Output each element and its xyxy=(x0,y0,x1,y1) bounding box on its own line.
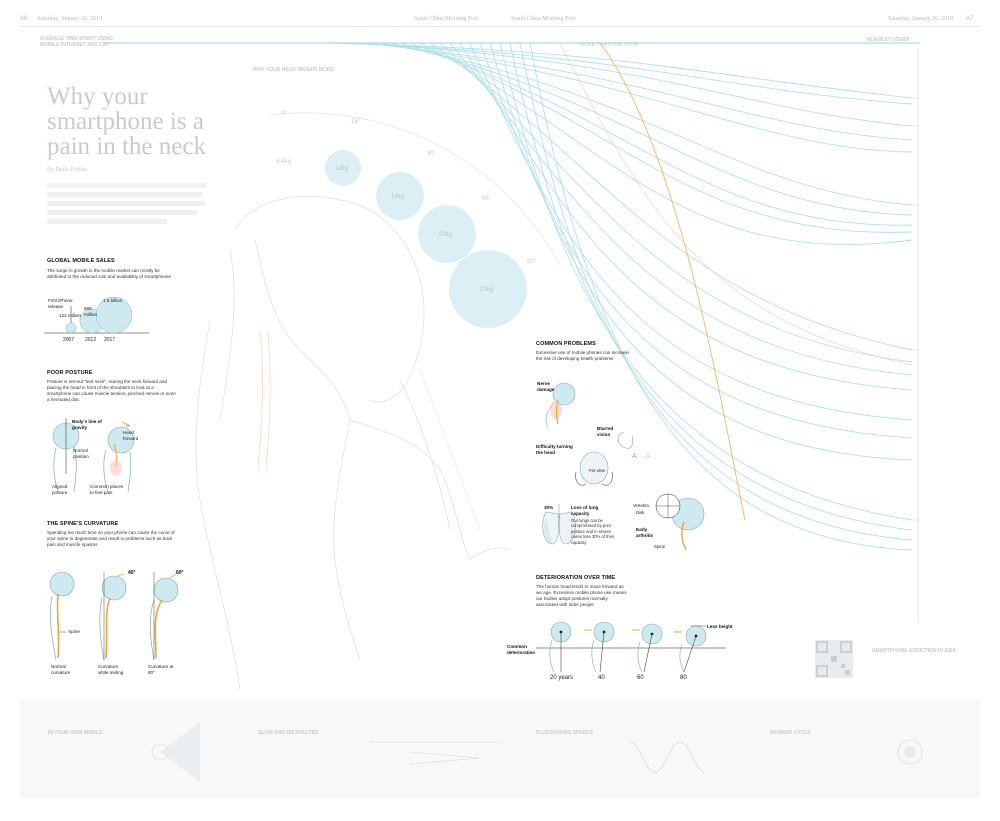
right-panel-title: SMARTPHONE ADDICTION IN ASIA xyxy=(872,648,957,654)
top-axis-right-label: HEAVIEST USERS xyxy=(866,37,910,43)
label-less-height: Less height xyxy=(707,624,733,629)
band-title-slow-distracted: SLOW AND DISTRACTED xyxy=(258,730,319,736)
figure-curvature-texting: Curvature while texting xyxy=(98,664,124,675)
paper-name-left: South China Morning Post xyxy=(414,16,479,22)
svg-text:A: A xyxy=(632,453,637,460)
label-problems-spine: Spine xyxy=(654,544,666,549)
usage-curves xyxy=(329,42,913,551)
story-byline: By Pablo Robles xyxy=(47,167,88,173)
age-label-20: 20 years xyxy=(550,675,574,681)
figure-curvature-60: Curvature at 60° xyxy=(148,664,174,675)
angle-label-30: 30° xyxy=(427,151,437,157)
spine-angle-40: 40° xyxy=(128,570,136,576)
angle-label-45: 45° xyxy=(482,196,492,202)
highlight-curve xyxy=(599,42,746,521)
date-left: Saturday, January 26, 2019 xyxy=(37,16,103,22)
label-head-forward: Head forward xyxy=(123,430,139,441)
angle-label-60: 60° xyxy=(527,259,537,265)
date-right: Saturday, January 26, 2019 xyxy=(888,16,954,22)
weight-bubble-27kg xyxy=(449,250,527,328)
weight-bubble-12kg xyxy=(325,150,361,186)
poor-posture-title: POOR POSTURE xyxy=(47,370,93,376)
label-early-arthritis: Early arthritis xyxy=(636,527,654,538)
first-iphone-label: First iPhone release xyxy=(48,298,73,309)
label-for-view: For view xyxy=(589,468,605,473)
qr-pattern-icon xyxy=(816,641,852,677)
story-intro xyxy=(47,183,207,224)
weight-label-22kg: 22kg xyxy=(439,232,453,238)
label-blurred-vision: Blurred vision xyxy=(597,426,614,437)
weight-label-18kg: 18kg xyxy=(391,194,405,200)
band-title-own-world: IN YOUR OWN WORLD xyxy=(48,730,103,736)
sales-year-2012: 2012 xyxy=(85,337,97,343)
band-title-reward-cycle: REWARD CYCLE xyxy=(770,730,811,736)
deterioration-body: The human head tends to move forward as … xyxy=(536,584,627,607)
sales-value-2017: 1.5 billion xyxy=(103,298,123,303)
qr-code[interactable] xyxy=(815,640,853,678)
global-sales-body: The surge in growth in the mobile market… xyxy=(47,268,171,279)
svg-text:→: → xyxy=(640,454,645,460)
common-problems-title: COMMON PROBLEMS xyxy=(536,341,596,347)
figure-normal-curvature: Normal curvature xyxy=(51,664,71,675)
story-title: Why your smartphone is a pain in the nec… xyxy=(47,83,206,160)
paper-name-right: South China Morning Post xyxy=(511,16,576,22)
sales-bubble-2007 xyxy=(65,322,77,334)
page-number-left: A6 xyxy=(20,16,28,22)
weight-bubble-22kg xyxy=(418,205,476,263)
posture-illustration xyxy=(52,418,135,493)
head-weight-kg-label: 4-6kg xyxy=(276,159,292,165)
label-difficulty-turning: Difficulty turning the head xyxy=(536,444,573,455)
woman-illustration xyxy=(195,195,511,691)
weight-bubble-18kg xyxy=(376,172,424,220)
age-label-80: 80 xyxy=(680,675,687,681)
sales-year-2007: 2007 xyxy=(63,337,75,343)
spine-label: Spine xyxy=(68,629,80,634)
label-common-deterioration: Common deterioration xyxy=(507,644,536,655)
angle-label-15: 15° xyxy=(351,119,361,125)
label-nerve-damage: Nerve damage xyxy=(537,381,555,392)
weight-label-12kg: 12kg xyxy=(335,166,349,172)
label-lung-percent: 30% xyxy=(544,505,554,510)
sales-year-2017: 2017 xyxy=(104,337,116,343)
sales-value-2007: 122 million xyxy=(59,313,81,318)
label-loss-lung-title: Loss of lung capacity xyxy=(571,505,599,516)
top-axis-label-1: AVERAGE TIME SPENT USING xyxy=(40,36,113,42)
sales-value-2012: 680 million xyxy=(84,306,98,317)
label-aligned-posture: Aligned posture xyxy=(52,484,68,495)
spine-curvature-body: Spending too much time on your phone can… xyxy=(47,530,175,547)
label-normal-position: Normal position xyxy=(73,448,89,459)
spine-curvature-illustration xyxy=(49,571,179,661)
spine-angle-60: 60° xyxy=(176,570,184,576)
deterioration-illustration xyxy=(536,621,726,673)
age-label-40: 40 xyxy=(598,675,605,681)
sales-bubble-2017 xyxy=(95,296,133,334)
angle-arc xyxy=(269,112,561,266)
global-sales-title: GLOBAL MOBILE SALES xyxy=(47,258,115,264)
global-sales-bubble-chart xyxy=(44,296,149,334)
common-problems-illustrations: A → A xyxy=(542,382,705,551)
band-title-fluctuating-speeds: FLUCTUATING SPEEDS xyxy=(536,730,593,736)
label-common-places: Common places to feel pain xyxy=(90,484,124,495)
top-axis-label-2: MOBILE INTERNET PER DAY xyxy=(40,42,109,48)
common-problems-body: Excessive use of mobile phones can incre… xyxy=(536,350,629,361)
label-vertebra: Vertebra xyxy=(633,503,649,508)
top-axis-center-label: MORE THAN ONE HOUR xyxy=(580,42,639,48)
angle-label-0: 0° xyxy=(281,111,287,117)
label-loss-lung-body: Our lungs can be compromised by poor pos… xyxy=(571,518,615,545)
head-weight-title: WHY YOUR HEAD WEIGHS MORE xyxy=(253,67,334,73)
age-label-60: 60 xyxy=(637,675,644,681)
spine-curvature-title: THE SPINE'S CURVATURE xyxy=(47,521,119,527)
svg-text:A: A xyxy=(646,453,651,460)
label-disk: Disk xyxy=(636,510,645,515)
poor-posture-body: Posture is termed "text neck", rearing t… xyxy=(47,379,176,402)
weight-label-27kg: 27kg xyxy=(480,287,494,293)
deterioration-title: DETERIORATION OVER TIME xyxy=(536,575,616,581)
bottom-band-graphics xyxy=(151,722,923,782)
label-line-of-gravity: Body's line of gravity xyxy=(72,419,102,430)
header-rule xyxy=(20,26,980,27)
page-number-right: A7 xyxy=(966,16,974,22)
